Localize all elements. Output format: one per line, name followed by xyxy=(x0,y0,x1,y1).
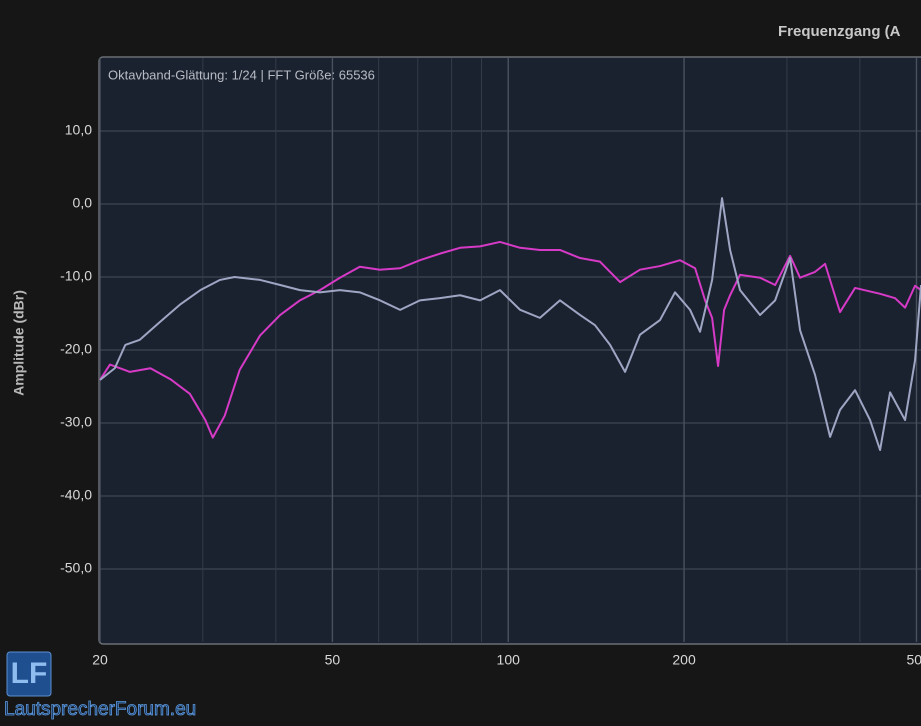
chart-title: Frequenzgang (A xyxy=(778,23,901,40)
y-axis-label: Amplitude (dBr) xyxy=(11,290,27,396)
grid xyxy=(99,58,921,642)
annotation: Oktavband-Glättung: 1/24 | FFT Größe: 65… xyxy=(108,67,375,82)
x-tick-label: 50 xyxy=(906,652,921,668)
y-tick-label: -30,0 xyxy=(60,414,92,430)
logo: LF xyxy=(11,657,48,690)
logo-box xyxy=(6,651,52,697)
x-tick-label: 20 xyxy=(92,652,108,668)
series-line xyxy=(99,197,921,452)
y-tick-label: -40,0 xyxy=(60,487,92,503)
series-line xyxy=(99,240,921,439)
watermark: LautsprecherForum.eu xyxy=(4,699,196,720)
x-tick-label: 50 xyxy=(325,652,341,668)
y-tick-label: -20,0 xyxy=(60,341,92,357)
lines xyxy=(99,197,921,452)
y-tick-label: -50,0 xyxy=(60,560,92,576)
x-tick-label: 200 xyxy=(672,652,696,668)
y-tick-label: -10,0 xyxy=(60,268,92,284)
y-tick-label: 0,0 xyxy=(73,195,93,211)
x-tick-label: 100 xyxy=(497,652,521,668)
y-tick-label: 10,0 xyxy=(65,122,92,138)
